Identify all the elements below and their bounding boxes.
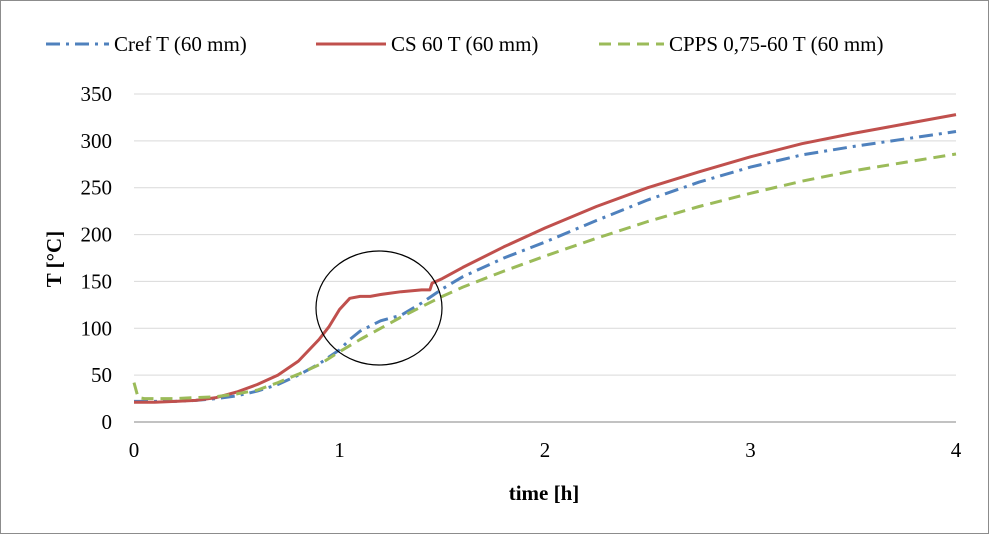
- x-tick-label: 3: [745, 438, 756, 462]
- legend-label-3: CPPS 0,75-60 T (60 mm): [669, 32, 884, 56]
- x-tick-label: 4: [951, 438, 962, 462]
- x-tick-label: 1: [334, 438, 345, 462]
- y-tick-label: 350: [81, 82, 113, 106]
- legend-label-2: CS 60 T (60 mm): [391, 32, 538, 56]
- series-line-2: [134, 113, 957, 404]
- series-line-1: [134, 130, 957, 403]
- y-axis-ticks: 0 50 100 150 200 250 300 350: [81, 82, 113, 434]
- y-tick-label: 100: [81, 316, 113, 340]
- highlight-ellipse: [315, 250, 443, 366]
- series-lines: [132, 113, 957, 404]
- x-axis-ticks: 0 1 2 3 4: [129, 438, 962, 462]
- series-line-3: [132, 152, 957, 401]
- gridlines: [134, 93, 956, 376]
- x-tick-label: 0: [129, 438, 140, 462]
- x-tick-label: 2: [540, 438, 551, 462]
- y-tick-label: 200: [81, 223, 113, 247]
- legend: Cref T (60 mm) CS 60 T (60 mm) CPPS 0,75-6…: [46, 32, 884, 56]
- y-tick-label: 250: [81, 176, 113, 200]
- y-tick-label: 300: [81, 129, 113, 153]
- y-tick-label: 150: [81, 269, 113, 293]
- x-axis-title: time [h]: [509, 481, 580, 505]
- y-tick-label: 50: [91, 363, 112, 387]
- y-tick-label: 0: [102, 410, 113, 434]
- legend-label-1: Cref T (60 mm): [114, 32, 247, 56]
- y-axis-title: T [°C]: [42, 231, 66, 287]
